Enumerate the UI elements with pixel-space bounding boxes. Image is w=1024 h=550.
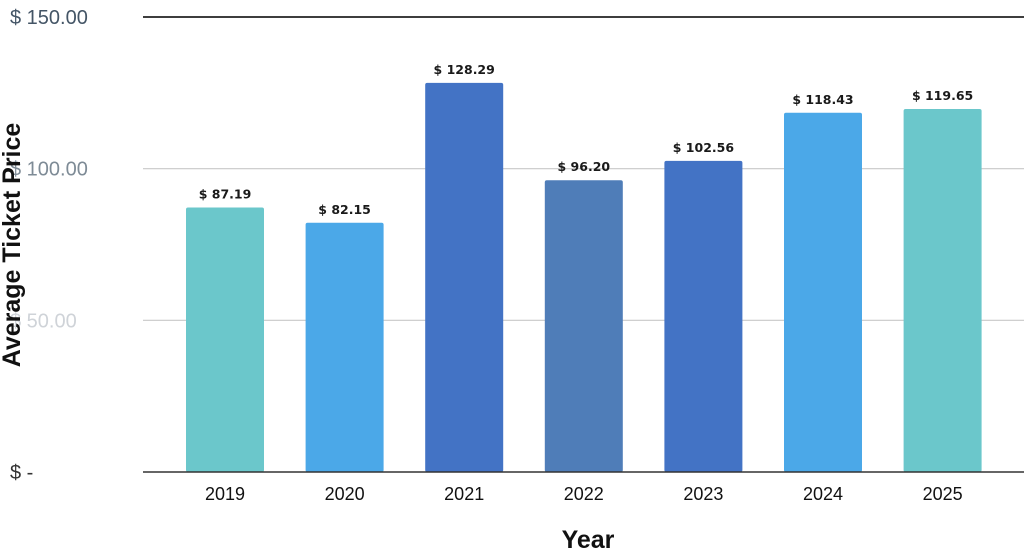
x-tick-label-2025: 2025: [923, 484, 963, 504]
data-label-2020: $ 82.15: [318, 202, 371, 217]
bar-2022: [544, 180, 623, 472]
data-label-2021: $ 128.29: [434, 62, 495, 77]
bar-2025: [903, 109, 982, 472]
y-axis-tick-labels: $ - $ 50.00 $ 100.00 $ 150.00: [10, 7, 88, 484]
data-label-2022: $ 96.20: [558, 159, 611, 174]
bar-2021: [425, 82, 504, 472]
y-axis-title: Average Ticket Price: [0, 123, 26, 368]
data-label-2019: $ 87.19: [199, 187, 252, 202]
y-tick-label: $ -: [10, 462, 33, 484]
bar-2020: [305, 222, 384, 472]
data-label-2023: $ 102.56: [673, 140, 735, 155]
x-tick-label-2024: 2024: [803, 484, 843, 504]
x-tick-label-2019: 2019: [205, 484, 245, 504]
y-tick-label: $ 50.00: [10, 310, 77, 332]
x-axis-title: Year: [562, 526, 615, 550]
bars: [186, 82, 982, 473]
x-tick-label-2022: 2022: [564, 484, 604, 504]
bar-2024: [784, 112, 862, 473]
y-tick-label: $ 100.00: [10, 159, 88, 181]
bar-2019: [186, 207, 264, 472]
data-label-2024: $ 118.43: [792, 92, 853, 107]
data-label-2025: $ 119.65: [912, 88, 973, 103]
bar-2023: [664, 160, 743, 472]
x-tick-label-2020: 2020: [325, 484, 365, 504]
x-tick-label-2023: 2023: [683, 484, 723, 504]
data-labels: $ 87.19 $ 82.15 $ 128.29 $ 96.20 $ 102.56 $ 1…: [199, 62, 974, 217]
x-axis-tick-labels: 2019 2020 2021 2022 2023 2024 2025: [205, 484, 963, 504]
y-tick-label: $ 150.00: [10, 7, 88, 29]
x-tick-label-2021: 2021: [444, 484, 484, 504]
